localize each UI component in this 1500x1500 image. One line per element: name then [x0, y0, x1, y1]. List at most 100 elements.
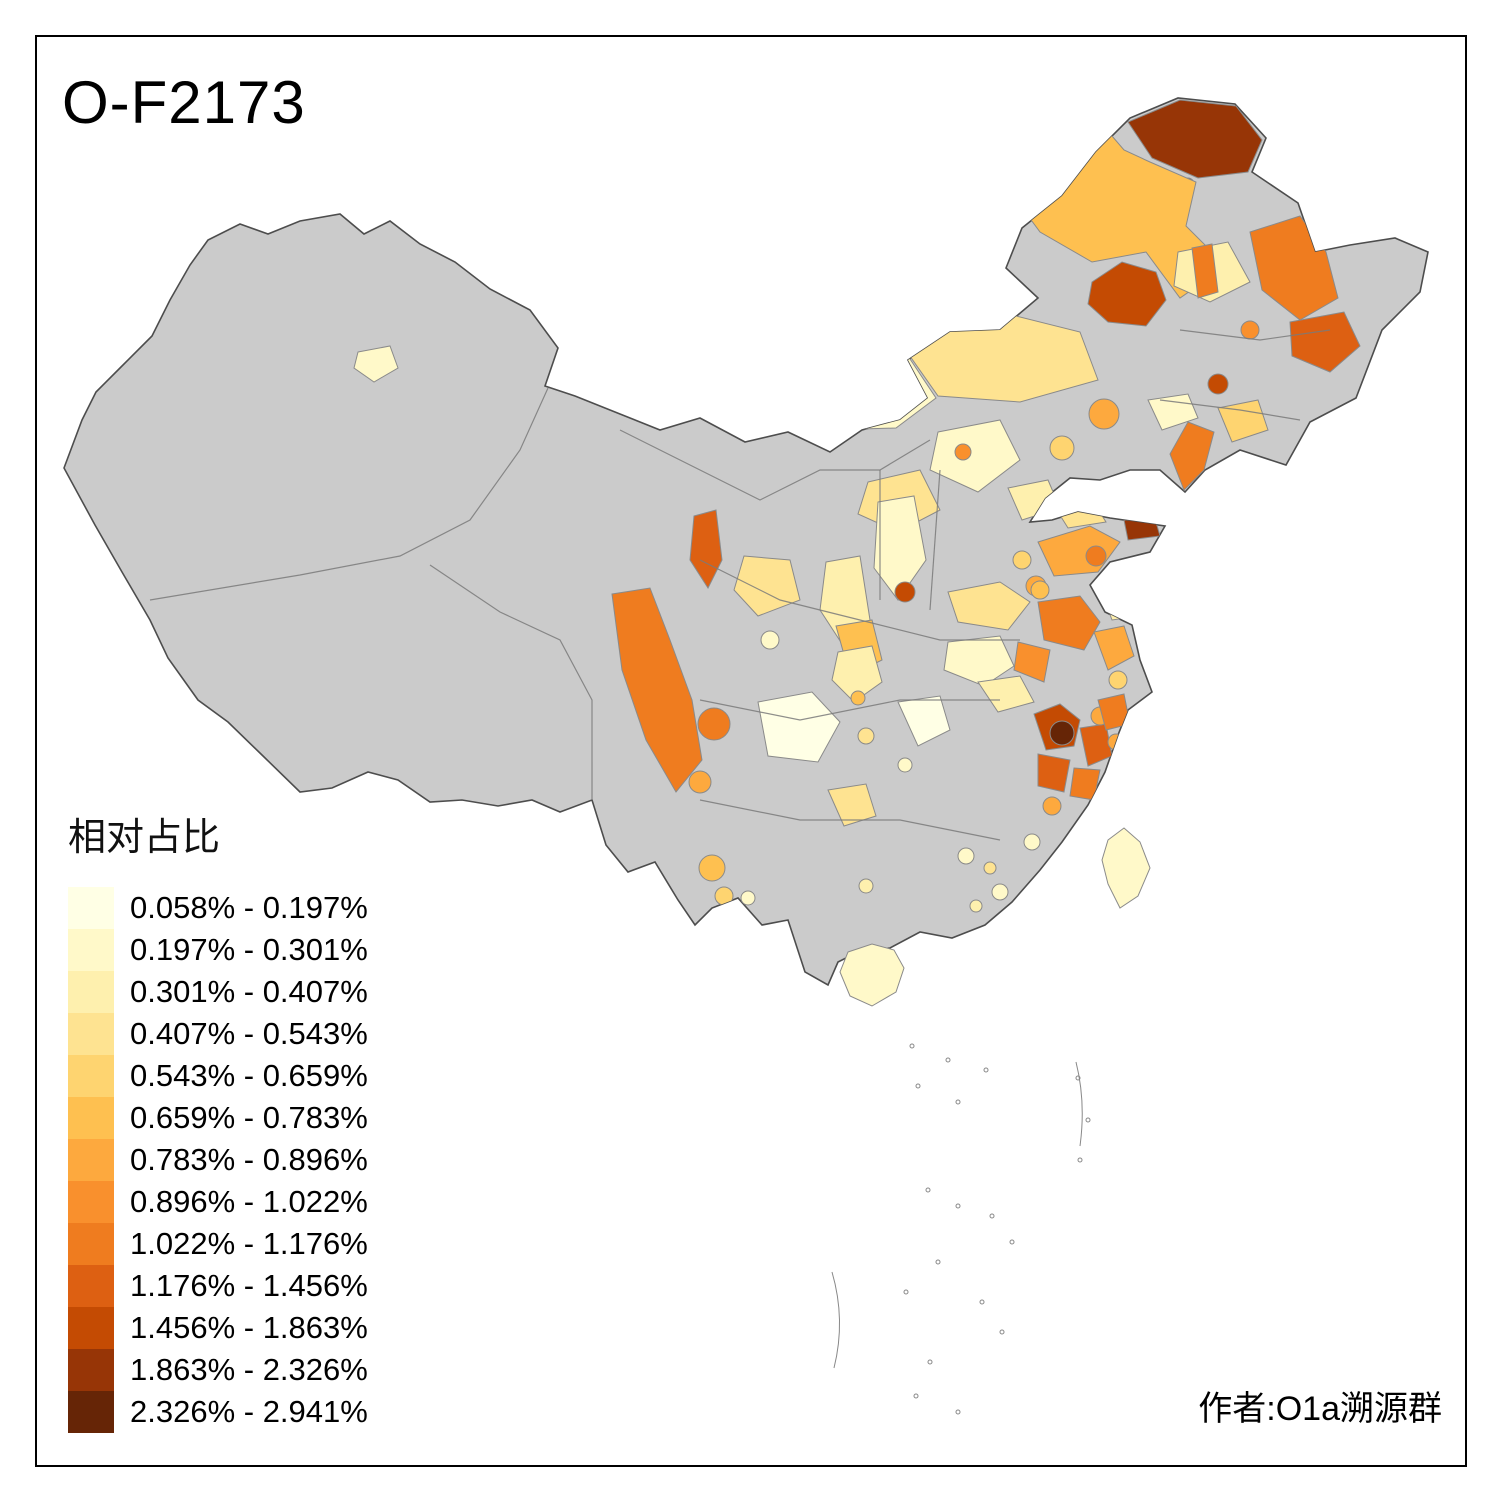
map-region [1049, 435, 1075, 461]
map-region [1037, 595, 1101, 651]
legend-swatch [68, 1181, 114, 1223]
map-region [697, 707, 731, 741]
map-region [689, 509, 723, 590]
map-region [1042, 796, 1062, 816]
legend-label: 1.456% - 1.863% [130, 1310, 368, 1345]
map-region [827, 783, 877, 827]
map-region [897, 757, 913, 773]
map-region [1217, 399, 1269, 443]
legend-label: 1.176% - 1.456% [130, 1268, 368, 1303]
legend-label: 0.543% - 0.659% [130, 1058, 368, 1093]
map-region [1108, 670, 1128, 690]
map-region [991, 883, 1009, 901]
hainan-island [839, 943, 905, 1007]
map-region [850, 690, 866, 706]
legend-row: 0.301% - 0.407% [68, 971, 368, 1013]
map-region [858, 878, 874, 894]
map-region [1079, 829, 1093, 843]
legend-label: 1.863% - 2.326% [130, 1352, 368, 1387]
map-region [873, 495, 927, 601]
map-region [611, 587, 703, 793]
legend-row: 0.896% - 1.022% [68, 1181, 368, 1223]
map-region [1169, 421, 1215, 491]
legend-swatch [68, 1055, 114, 1097]
legend-row: 0.197% - 0.301% [68, 929, 368, 971]
legend-label: 0.301% - 0.407% [130, 974, 368, 1009]
legend-row: 0.543% - 0.659% [68, 1055, 368, 1097]
legend-label: 0.659% - 0.783% [130, 1100, 368, 1135]
map-region [947, 581, 1031, 631]
legend-row: 1.176% - 1.456% [68, 1265, 368, 1307]
legend-swatch [68, 1013, 114, 1055]
map-region [698, 854, 726, 882]
map-region [1127, 99, 1263, 179]
legend-row: 0.407% - 0.543% [68, 1013, 368, 1055]
map-region [897, 695, 951, 747]
legend-label: 0.058% - 0.197% [130, 890, 368, 925]
province-boundaries [149, 329, 1331, 841]
legend-label: 0.783% - 0.896% [130, 1142, 368, 1177]
legend-swatch [68, 929, 114, 971]
legend: 相对占比 0.058% - 0.197% 0.197% - 0.301% 0.3… [68, 806, 368, 1433]
map-region [1085, 545, 1107, 567]
legend-label: 0.197% - 0.301% [130, 932, 368, 967]
legend-row: 1.456% - 1.863% [68, 1307, 368, 1349]
map-region [1037, 753, 1071, 793]
legend-label: 0.407% - 0.543% [130, 1016, 368, 1051]
map-region [1049, 720, 1075, 746]
legend-swatch [68, 1391, 114, 1433]
map-region [969, 899, 983, 913]
legend-swatch [68, 1139, 114, 1181]
map-region [1118, 762, 1134, 778]
legend-row: 1.022% - 1.176% [68, 1223, 368, 1265]
map-region [1289, 311, 1361, 373]
map-region [760, 630, 780, 650]
map-region [1069, 767, 1101, 801]
legend-swatch [68, 1349, 114, 1391]
map-region [954, 443, 972, 461]
map-region [983, 861, 997, 875]
map-region [1123, 519, 1161, 541]
legend-row: 0.058% - 0.197% [68, 887, 368, 929]
map-region [831, 645, 883, 703]
map-region [688, 770, 712, 794]
map-region [1207, 373, 1229, 395]
legend-swatch [68, 1097, 114, 1139]
map-region [1023, 833, 1041, 851]
legend-swatch [68, 1307, 114, 1349]
map-region [757, 691, 841, 763]
map-region [714, 886, 734, 906]
map-region [943, 635, 1015, 687]
map-region [353, 345, 399, 383]
legend-title: 相对占比 [68, 817, 221, 859]
legend-row: 0.659% - 0.783% [68, 1097, 368, 1139]
map-region [1088, 398, 1120, 430]
legend-swatch [68, 1265, 114, 1307]
map-region [857, 727, 875, 745]
map-region [957, 847, 975, 865]
legend-swatch [68, 1223, 114, 1265]
author-credit: 作者:O1a溯源群 [1198, 1390, 1442, 1428]
legend-label: 2.326% - 2.941% [130, 1394, 368, 1429]
map-region [1093, 625, 1135, 671]
south-china-sea-islets [831, 1043, 1091, 1415]
map-region [1087, 261, 1167, 327]
map-region [894, 581, 916, 603]
legend-label: 0.896% - 1.022% [130, 1184, 368, 1219]
map-region [1240, 320, 1260, 340]
legend-row: 2.326% - 2.941% [68, 1391, 368, 1433]
map-region [977, 675, 1035, 713]
map-region [929, 419, 1021, 493]
map-region [1191, 243, 1219, 299]
map-region [740, 890, 756, 906]
legend-row: 1.863% - 2.326% [68, 1349, 368, 1391]
legend-label: 1.022% - 1.176% [130, 1226, 368, 1261]
legend-swatch [68, 971, 114, 1013]
legend-row: 0.783% - 0.896% [68, 1139, 368, 1181]
map-region [1012, 550, 1032, 570]
map-region [1030, 580, 1050, 600]
map-region [1013, 641, 1051, 683]
taiwan-island [1101, 827, 1151, 909]
